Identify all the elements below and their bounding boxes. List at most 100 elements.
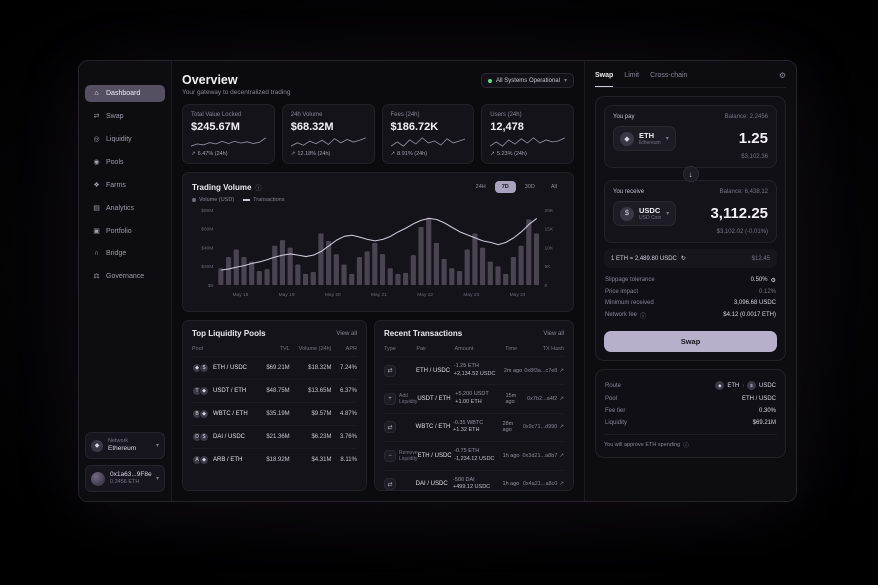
pay-token-name: Ethereum xyxy=(639,140,661,146)
svg-text:$20M: $20M xyxy=(201,264,213,270)
sidebar-item-swap[interactable]: ⇄ Swap xyxy=(85,107,165,125)
eth-token-icon: ◆ xyxy=(620,131,634,146)
info-icon[interactable]: ⓘ xyxy=(255,185,262,192)
transactions-col-header: Amount xyxy=(454,346,474,352)
info-icon[interactable]: ⓘ xyxy=(683,443,689,449)
transactions-col-header: Type xyxy=(384,346,396,352)
network-selector[interactable]: ◆ Network Ethereum ▾ xyxy=(85,432,165,459)
legend-label: Transactions xyxy=(253,197,285,203)
gear-icon[interactable]: ⚙ xyxy=(778,71,786,80)
legend-dot-icon xyxy=(192,198,196,202)
tx-type-cell: − Remove Liquidity xyxy=(384,450,418,463)
governance-icon: ⚖ xyxy=(93,273,100,280)
sidebar-item-liquidity[interactable]: ◎ Liquidity xyxy=(85,130,165,148)
stat-change-text: 8.91% (24h) xyxy=(397,151,428,157)
rate-toggle[interactable]: 1 ETH = 2,489.80 USDC ↻ xyxy=(611,255,686,263)
tx-hash-link[interactable]: 0x9c71...d990 ↗ xyxy=(523,424,564,430)
pool-token-icons: A ◆ xyxy=(192,455,209,465)
tx-type-cell: ⇄ xyxy=(384,364,416,377)
pay-balance: Balance: 2.2456 xyxy=(724,114,768,120)
route-detail-row: Liquidity $69.21M xyxy=(604,417,777,429)
sidebar-item-label: Portfolio xyxy=(106,227,132,235)
trend-up-icon: ↗ xyxy=(191,151,196,157)
system-status-badge[interactable]: All Systems Operational ▾ xyxy=(480,73,574,88)
pools-view-all-link[interactable]: View all xyxy=(336,330,357,337)
chart-header: Trading Volume ⓘ 24H 7D 30D All xyxy=(192,181,564,193)
transaction-row[interactable]: − Remove Liquidity ETH / USDC -0.75 ETH -1,2… xyxy=(384,441,564,469)
transaction-row[interactable]: ⇄ DAI / USDC -500 DAI +499.12 USDC 1h ago 0x4… xyxy=(384,469,564,490)
approve-text: You will approve ETH spending xyxy=(604,442,681,448)
tx-hash-link[interactable]: 0x3d21...a8b7 ↗ xyxy=(523,453,564,459)
transactions-header: Recent Transactions View all xyxy=(384,329,564,338)
liquidity-icon: ◎ xyxy=(93,136,100,143)
receive-amount-input[interactable]: 3,112.25 xyxy=(710,205,768,222)
wallet-button[interactable]: 0x1a63...9F8e 0.2456 ETH ▾ xyxy=(85,465,165,492)
tx-hash-link[interactable]: 0x8f3a...c7e8 ↗ xyxy=(524,368,564,374)
sidebar-item-analytics[interactable]: ▤ Analytics xyxy=(85,199,165,217)
svg-text:10K: 10K xyxy=(545,245,554,251)
pools-col-header: APR xyxy=(345,346,357,352)
route-label: Route xyxy=(605,382,622,389)
pool-volume: $18.32M xyxy=(308,365,332,371)
page-header-text: Overview Your gateway to decentralized t… xyxy=(182,73,291,96)
wallet-balance: 0.2456 ETH xyxy=(110,479,140,486)
pay-token-selector[interactable]: ◆ ETH Ethereum ▾ xyxy=(613,126,676,151)
sidebar-item-portfolio[interactable]: ▣ Portfolio xyxy=(85,222,165,240)
pool-row[interactable]: T ◆ USDT / ETH $48.75M $13.65M 6.37% xyxy=(192,379,357,402)
receive-label: You receive xyxy=(613,189,645,195)
tab-cross-chain[interactable]: Cross-chain xyxy=(650,72,688,79)
transactions-table-header: Type Pair Amount Time TX Hash xyxy=(384,343,564,356)
tab-swap[interactable]: Swap xyxy=(595,72,614,87)
pay-amount-input[interactable]: 1.25 xyxy=(738,130,768,147)
sidebar-item-label: Swap xyxy=(106,112,124,120)
transaction-row[interactable]: ⇄ ETH / USDC -1.25 ETH +2,134.52 USDC 2m ago… xyxy=(384,356,564,384)
rate-box: 1 ETH = 2,489.80 USDC ↻ $12.45 xyxy=(604,249,777,268)
pay-label: You pay xyxy=(613,114,635,120)
tx-pair: ETH / USDC xyxy=(416,367,451,374)
sidebar-item-dashboard[interactable]: ⌂ Dashboard xyxy=(85,85,165,102)
rate-fee: $12.45 xyxy=(751,255,770,262)
transaction-row[interactable]: + Add Liquidity USDT / ETH +5,200 USDT +1.00… xyxy=(384,384,564,412)
sidebar-item-governance[interactable]: ⚖ Governance xyxy=(85,267,165,285)
detail-label-text: Network fee xyxy=(605,312,638,318)
swap-button[interactable]: Swap xyxy=(604,331,777,352)
tx-hash-link[interactable]: 0x7b2...a4f2 ↗ xyxy=(526,396,564,402)
sidebar-item-bridge[interactable]: ∩ Bridge xyxy=(85,245,165,262)
tx-pair: WBTC / ETH xyxy=(415,424,451,431)
route-to: USDC xyxy=(758,382,776,389)
pool-token-icons: T ◆ xyxy=(192,386,209,396)
tab-limit[interactable]: Limit xyxy=(624,72,640,79)
pool-row[interactable]: A ◆ ARB / ETH $18.92M $4.31M 8.11% xyxy=(192,448,357,471)
pool-row[interactable]: ◆ $ ETH / USDC $69.21M $18.32M 7.24% xyxy=(192,356,357,379)
stat-value: 12,478 xyxy=(490,121,524,133)
info-icon[interactable]: ⓘ xyxy=(640,313,647,320)
range-button-30d[interactable]: 30D xyxy=(518,181,542,193)
sidebar-item-farms[interactable]: ❖ Farms xyxy=(85,176,165,194)
receive-token-selector[interactable]: $ USDC USD Coin ▾ xyxy=(613,201,677,226)
stat-card: 24h Volume $68.32M ↗ 12.18% (24h) xyxy=(281,104,375,164)
eth-token-icon: ◆ xyxy=(199,455,209,465)
stat-value: $245.67M xyxy=(191,121,240,133)
pool-pair-name: USDT / ETH xyxy=(213,388,247,394)
range-button-24h[interactable]: 24H xyxy=(469,181,493,193)
stats-row: Total Value Locked $245.67M ↗ 6.47% (24h) 24… xyxy=(182,104,574,164)
range-button-all[interactable]: All xyxy=(544,181,564,193)
gear-icon[interactable]: ⚙ xyxy=(770,277,776,284)
pool-tvl: $18.92M xyxy=(266,457,290,463)
swap-type-icon: ⇄ xyxy=(384,478,396,490)
tx-hash-link[interactable]: 0x4a21...a8c0 ↗ xyxy=(523,481,564,487)
farms-icon: ❖ xyxy=(93,182,100,189)
tx-amount-cell: -0.75 ETH -1,234.12 USDC xyxy=(454,448,502,463)
pool-row[interactable]: B ◆ WBTC / ETH $35.19M $9.57M 4.87% xyxy=(192,402,357,425)
transaction-row[interactable]: ⇄ WBTC / ETH -0.35 WBTC +1.32 ETH 28m ago 0x9… xyxy=(384,412,564,441)
pool-row[interactable]: D $ DAI / USDC $21.36M $6.23M 3.76% xyxy=(192,425,357,448)
transactions-view-all-link[interactable]: View all xyxy=(543,330,564,337)
stat-value: $186.72K xyxy=(390,121,439,133)
svg-text:$80M: $80M xyxy=(201,208,213,214)
swap-direction-button[interactable]: ↓ xyxy=(682,166,699,182)
range-button-7d[interactable]: 7D xyxy=(494,181,516,193)
page-subtitle: Your gateway to decentralized trading xyxy=(182,89,291,96)
sidebar-item-pools[interactable]: ◉ Pools xyxy=(85,153,165,171)
swap-type-icon: ⇄ xyxy=(384,364,396,377)
pool-apr: 4.87% xyxy=(339,411,357,417)
